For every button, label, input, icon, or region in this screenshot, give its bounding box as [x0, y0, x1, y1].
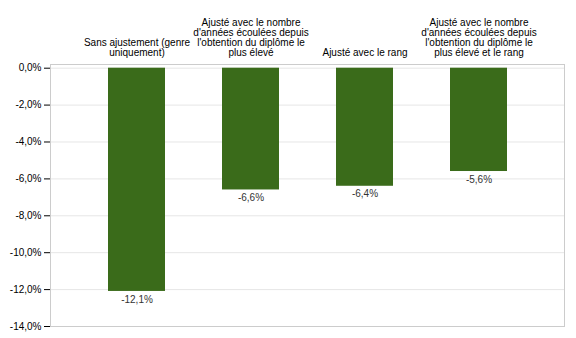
- svg-text:-4,0%: -4,0%: [15, 136, 41, 147]
- svg-text:-8,0%: -8,0%: [15, 210, 41, 221]
- svg-text:Ajusté avec le rang: Ajusté avec le rang: [322, 47, 407, 58]
- svg-text:-10,0%: -10,0%: [10, 247, 42, 258]
- svg-text:-12,0%: -12,0%: [10, 284, 42, 295]
- svg-text:0,0%: 0,0%: [19, 62, 42, 73]
- svg-text:Sans ajustement (genreuniqueme: Sans ajustement (genreuniquement): [84, 37, 191, 58]
- svg-text:-6,0%: -6,0%: [15, 173, 41, 184]
- svg-text:-12,1%: -12,1%: [121, 294, 153, 305]
- svg-text:-5,6%: -5,6%: [466, 174, 492, 185]
- svg-text:-6,4%: -6,4%: [352, 188, 378, 199]
- svg-text:-2,0%: -2,0%: [15, 99, 41, 110]
- svg-text:Ajusté avec le nombred'années: Ajusté avec le nombred'années écoulées d…: [421, 17, 536, 58]
- svg-text:Ajusté avec le nombred'années: Ajusté avec le nombred'années écoulées d…: [193, 17, 308, 58]
- svg-text:-14,0%: -14,0%: [10, 321, 42, 332]
- svg-text:-6,6%: -6,6%: [238, 192, 264, 203]
